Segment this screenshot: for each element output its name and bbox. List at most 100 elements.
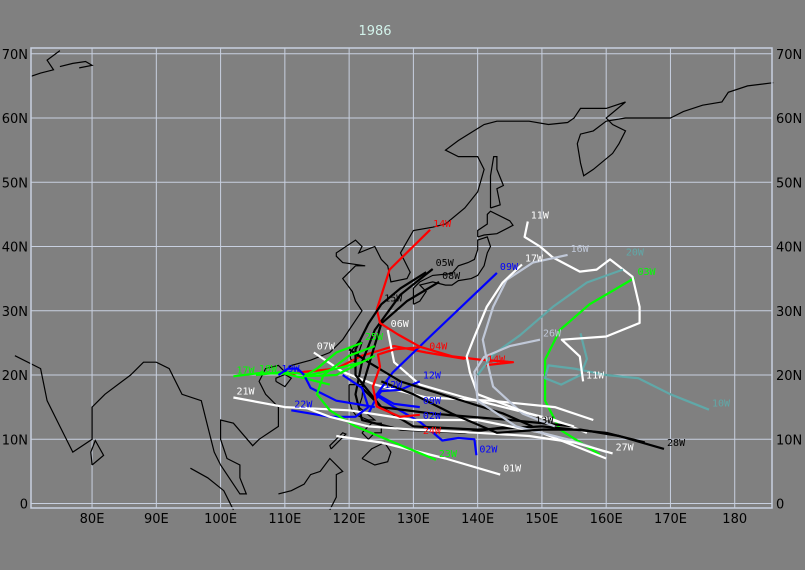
lon-tick-label: 170E	[654, 512, 687, 527]
storm-track-27W	[303, 406, 613, 455]
storm-label-27W: 27W	[616, 442, 635, 453]
storm-label-24W: 24W	[423, 426, 442, 437]
storm-label-18W: 18W	[259, 364, 278, 375]
lon-tick-label: 120E	[333, 512, 366, 527]
lat-tick-label-right: 20N	[776, 369, 802, 384]
storm-label-07W: 07W	[317, 342, 336, 353]
storm-track-28W	[380, 380, 665, 450]
storm-label-02W: 02W	[423, 411, 442, 422]
coastlines	[14, 50, 774, 511]
storm-track-23W	[315, 345, 437, 461]
storm-label-22W: 22W	[294, 399, 313, 410]
coastline	[190, 467, 234, 511]
storm-label-26W: 26W	[543, 329, 562, 340]
lat-tick-label-right: 0	[776, 498, 784, 513]
storm-label-12W: 12W	[384, 380, 403, 391]
storm-label-16W: 16W	[571, 244, 590, 255]
lat-tick-label-right: 60N	[776, 112, 802, 127]
lat-tick-label-left: 20N	[2, 369, 28, 384]
storm-track-24W	[371, 346, 420, 418]
storm-label-12W: 12W	[423, 370, 442, 381]
storm-track-15W	[354, 271, 646, 444]
storm-track-11W	[523, 221, 641, 382]
storm-label-28W: 28W	[667, 438, 686, 449]
coastline	[278, 457, 344, 511]
lon-tick-label: 130E	[397, 512, 430, 527]
storm-label-02W: 02W	[479, 444, 498, 455]
storm-label-14W: 14W	[487, 354, 506, 365]
storm-label-09W: 09W	[423, 396, 442, 407]
coastline	[361, 441, 392, 466]
storm-label-23W: 23W	[439, 449, 458, 460]
storm-track-22W	[291, 374, 370, 418]
lat-tick-label-right: 50N	[776, 176, 802, 191]
storm-label-25W: 25W	[365, 332, 384, 343]
lat-tick-label-left: 30N	[2, 305, 28, 320]
storm-label-04W: 04W	[429, 342, 448, 353]
storm-track-12W	[367, 380, 421, 415]
lon-tick-label: 150E	[525, 512, 558, 527]
storm-label-14W: 14W	[433, 219, 452, 230]
coastline	[90, 439, 105, 466]
storm-label-03W: 03W	[637, 267, 656, 278]
map-title: 1986	[358, 24, 392, 39]
lon-tick-label: 80E	[80, 512, 105, 527]
storm-track-26W	[473, 338, 607, 454]
lat-tick-label-right: 40N	[776, 241, 802, 256]
storm-label-13W: 13W	[535, 415, 554, 426]
lat-tick-label-left: 60N	[2, 112, 28, 127]
storm-label-01W: 01W	[503, 464, 522, 475]
storm-labels: 01W 02W 02W 03W 04W 05W 06W 07W 08W 09W 09W 10W 11W 1…	[236, 210, 731, 474]
storm-track-17W	[465, 263, 575, 428]
storm-label-09W: 09W	[500, 262, 519, 273]
storm-track-04W	[287, 345, 465, 377]
storm-label-15W: 15W	[384, 293, 403, 304]
storm-track-20W	[476, 268, 624, 376]
storm-label-21W: 21W	[236, 386, 255, 397]
coastline	[14, 82, 774, 495]
coastline	[489, 156, 505, 209]
coastline	[59, 60, 94, 69]
storm-label-20W: 20W	[626, 248, 645, 259]
coastline	[412, 236, 492, 305]
storm-track-25W	[303, 341, 376, 378]
lat-tick-label-right: 30N	[776, 305, 802, 320]
coastline	[275, 373, 293, 388]
lon-tick-label: 140E	[461, 512, 494, 527]
storm-label-19W: 19W	[281, 364, 300, 375]
coastline	[477, 210, 514, 238]
map-frame	[30, 47, 773, 509]
grid-lines	[31, 48, 772, 508]
lat-tick-label-left: 70N	[2, 48, 28, 63]
coastline	[30, 50, 61, 77]
storm-track-16W	[481, 253, 568, 428]
storm-track-19W	[277, 367, 375, 409]
lon-tick-label: 110E	[268, 512, 301, 527]
lon-tick-label: 90E	[144, 512, 169, 527]
storm-label-06W: 06W	[391, 319, 410, 330]
storm-label-08W: 08W	[442, 271, 461, 282]
storm-label-10W: 10W	[712, 399, 731, 410]
lat-tick-label-left: 0	[20, 498, 28, 513]
storm-track-10W	[543, 333, 710, 411]
axis-labels: 80E 90E 100E 110E 120E 130E 140E 150E 160E 170E 18…	[2, 48, 803, 527]
coastline	[329, 432, 347, 450]
lon-tick-label: 100E	[204, 512, 237, 527]
storm-label-17W: 17W	[525, 254, 544, 265]
storm-label-17W: 17W	[236, 365, 255, 376]
lat-tick-label-right: 10N	[776, 433, 802, 448]
lat-tick-label-left: 40N	[2, 241, 28, 256]
lat-tick-label-left: 50N	[2, 176, 28, 191]
storm-tracks	[233, 221, 710, 476]
lon-tick-label: 180	[722, 512, 747, 527]
lat-tick-label-right: 70N	[776, 48, 802, 63]
storm-track-17W	[233, 372, 331, 386]
lat-tick-label-left: 10N	[2, 433, 28, 448]
storm-label-11W: 11W	[531, 210, 550, 221]
storm-track-14W	[375, 229, 515, 367]
storm-label-11W: 11W	[586, 370, 605, 381]
storm-label-05W: 05W	[436, 258, 455, 269]
lon-tick-label: 160E	[590, 512, 623, 527]
